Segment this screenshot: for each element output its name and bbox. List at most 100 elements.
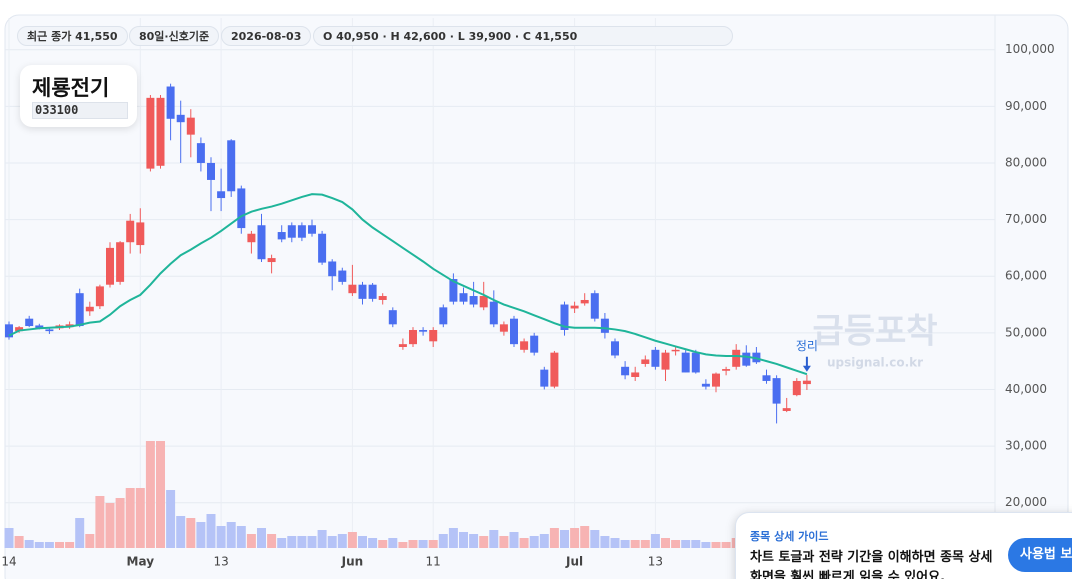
candle-body: [136, 222, 145, 246]
volume-bar: [610, 538, 620, 548]
stock-card: 제룡전기 033100: [20, 65, 137, 127]
volume-bar: [600, 536, 610, 548]
candle-body: [530, 335, 539, 353]
volume-bar: [166, 490, 176, 548]
guide-popup: 종목 상세 가이드 차트 토글과 전략 기간을 이해하면 종목 상세 화면을 훨…: [735, 512, 1072, 579]
volume-bar: [448, 528, 458, 548]
chip: 80일·신호기준: [129, 26, 220, 46]
candle-body: [156, 97, 165, 166]
volume-bar: [711, 542, 721, 548]
candle-body: [227, 140, 236, 192]
chip: 최근 종가 41,550: [17, 26, 128, 46]
candle-body: [338, 270, 347, 282]
volume-bar: [337, 534, 347, 548]
volume-bar: [145, 441, 155, 548]
candle-body: [297, 225, 306, 238]
volume-bar: [570, 528, 580, 548]
volume-bar: [115, 498, 125, 548]
candle-body: [600, 318, 609, 333]
candle-body: [712, 373, 720, 387]
watermark-title: 급등포착: [812, 312, 937, 352]
volume-bar: [226, 522, 236, 548]
candle-body: [368, 284, 377, 299]
volume-bar: [135, 488, 145, 548]
volume-bar: [307, 536, 317, 548]
candle-body: [550, 352, 559, 387]
volume-bar: [358, 536, 367, 548]
volume-bar: [681, 540, 691, 548]
candle-body: [237, 188, 246, 229]
candle-body: [348, 284, 357, 294]
volume-bar: [701, 542, 711, 548]
y-tick-label: 50,000: [1005, 325, 1047, 339]
volume-bar: [156, 441, 165, 548]
volume-bar: [85, 534, 95, 548]
volume-bar: [630, 540, 640, 548]
volume-bar: [246, 534, 256, 548]
volume-bar: [620, 540, 630, 548]
volume-bar: [267, 534, 277, 548]
volume-bar: [529, 536, 539, 548]
volume-bar: [590, 530, 600, 548]
candle-body: [217, 191, 226, 199]
y-tick-label: 90,000: [1005, 99, 1047, 113]
candle-body: [449, 279, 458, 302]
volume-bar: [418, 540, 428, 548]
candle-body: [267, 258, 276, 263]
candle-body: [691, 352, 700, 373]
volume-bar: [650, 534, 660, 548]
volume-bar: [297, 536, 307, 548]
guide-text: 화면을 훨씬 빠르게 읽을 수 있어요.: [750, 570, 946, 579]
candle-body: [580, 299, 589, 304]
volume-bar: [105, 503, 115, 548]
candle-body: [388, 310, 397, 325]
stock-name: 제룡전기: [32, 76, 110, 100]
chip: 2026-08-03: [221, 26, 312, 46]
candle-body: [681, 352, 690, 373]
candle-body: [590, 293, 599, 319]
candle-body: [419, 329, 428, 332]
volume-bar: [721, 542, 731, 548]
volume-bar: [65, 542, 75, 548]
stock-code: 033100: [32, 102, 128, 119]
candle-body: [439, 307, 448, 325]
volume-bar: [438, 534, 448, 548]
candle-body: [782, 408, 791, 411]
volume-bar: [257, 528, 266, 548]
x-tick-label: 13: [213, 555, 228, 569]
volume-bar: [539, 534, 549, 548]
candle-body: [25, 318, 34, 327]
x-tick-label: Jul: [565, 555, 583, 569]
guide-button[interactable]: 사용법 보기: [1008, 538, 1072, 572]
volume-bar: [176, 516, 186, 548]
candle-body: [106, 247, 114, 285]
y-tick-label: 100,000: [1005, 42, 1055, 56]
volume-bar: [671, 540, 681, 548]
candle-body: [742, 352, 751, 366]
candle-body: [207, 162, 215, 180]
candle-body: [722, 369, 731, 371]
moving-average: [8, 193, 808, 376]
candle-body: [651, 349, 660, 367]
candle-body: [520, 341, 529, 350]
volume-bar: [44, 542, 54, 548]
candle-body: [35, 325, 44, 329]
candle-body: [510, 318, 518, 345]
volume-bar: [34, 542, 44, 548]
candle-body: [560, 304, 569, 330]
candle-body: [277, 232, 286, 240]
candle-body: [287, 225, 296, 238]
x-tick-label: May: [127, 555, 155, 569]
candle-body: [661, 352, 670, 370]
guide-title: 종목 상세 가이드: [750, 530, 829, 543]
candle-body: [75, 293, 84, 327]
volume-bar: [408, 540, 418, 548]
candle-body: [176, 114, 185, 123]
candle-body: [358, 284, 367, 299]
volume-bar: [560, 530, 569, 548]
volume-bar: [236, 526, 246, 548]
volume-bar: [287, 536, 297, 548]
x-tick-label: Jun: [341, 555, 364, 569]
candle-body: [641, 359, 650, 364]
